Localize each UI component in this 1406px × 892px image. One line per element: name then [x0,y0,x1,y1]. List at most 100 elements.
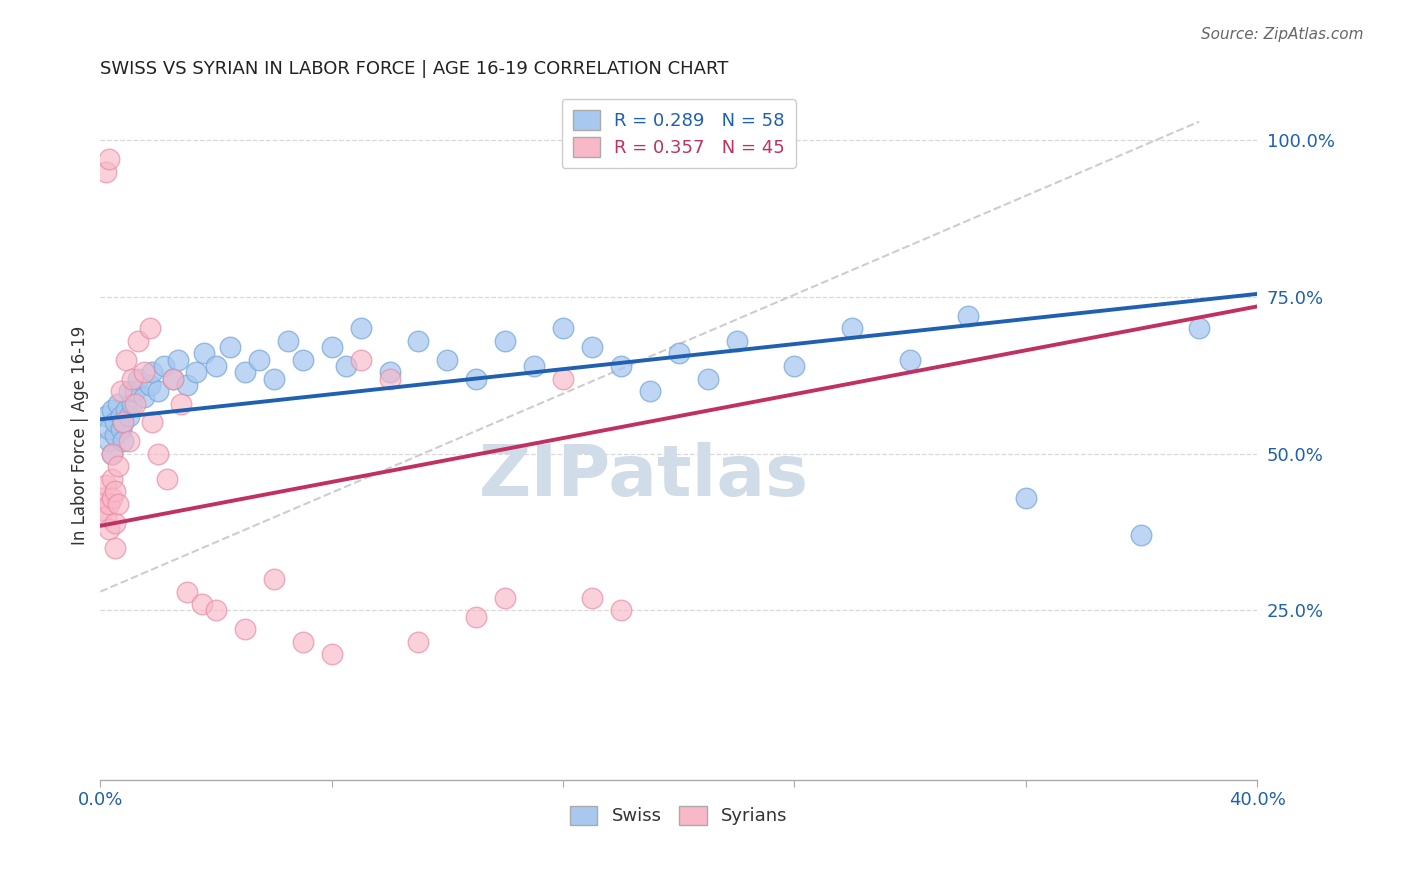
Point [1188,321,1211,335]
Point [205,359,228,373]
Point [247,352,270,367]
Point [115,402,138,417]
Point [124,384,146,398]
Point [98,434,121,449]
Point [156,472,179,486]
Point [321,647,343,661]
Point [148,447,170,461]
Point [153,359,176,373]
Point [107,459,129,474]
Point [118,409,141,424]
Point [118,434,141,449]
Point [104,416,127,430]
Point [104,516,127,530]
Point [127,334,149,348]
Point [112,434,135,449]
Point [132,365,155,379]
Point [291,352,314,367]
Point [101,447,124,461]
Point [127,371,149,385]
Point [349,321,371,335]
Point [176,377,198,392]
Point [378,365,401,379]
Text: ZIPatlas: ZIPatlas [479,442,808,511]
Point [1130,528,1153,542]
Point [638,384,661,398]
Text: Source: ZipAtlas.com: Source: ZipAtlas.com [1201,27,1364,42]
Point [94,509,117,524]
Point [101,447,124,461]
Point [138,321,160,335]
Point [408,334,430,348]
Point [898,352,921,367]
Point [110,384,132,398]
Point [436,352,458,367]
Point [94,478,117,492]
Point [94,165,117,179]
Point [141,365,163,379]
Point [581,591,603,605]
Point [118,384,141,398]
Point [321,340,343,354]
Point [98,422,121,436]
Text: SWISS VS SYRIAN IN LABOR FORCE | AGE 16-19 CORRELATION CHART: SWISS VS SYRIAN IN LABOR FORCE | AGE 16-… [100,60,728,78]
Point [148,384,170,398]
Point [110,409,132,424]
Point [277,334,299,348]
Point [170,396,193,410]
Point [193,346,215,360]
Legend: Swiss, Syrians: Swiss, Syrians [562,798,794,832]
Point [408,634,430,648]
Point [107,497,129,511]
Point [696,371,718,385]
Point [233,622,256,636]
Point [107,396,129,410]
Point [104,484,127,499]
Point [115,352,138,367]
Point [610,603,633,617]
Point [349,352,371,367]
Point [121,396,143,410]
Point [101,472,124,486]
Point [124,396,146,410]
Point [184,365,207,379]
Point [523,359,546,373]
Point [205,603,228,617]
Point [783,359,806,373]
Point [1015,491,1038,505]
Point [581,340,603,354]
Point [465,609,488,624]
Point [610,359,633,373]
Point [112,416,135,430]
Point [335,359,357,373]
Point [98,497,121,511]
Point [132,390,155,404]
Point [494,591,516,605]
Point [378,371,401,385]
Point [101,402,124,417]
Point [141,416,163,430]
Point [104,541,127,555]
Point [162,371,184,385]
Point [551,321,574,335]
Point [956,309,979,323]
Point [138,377,160,392]
Point [219,340,242,354]
Point [494,334,516,348]
Point [465,371,488,385]
Point [291,634,314,648]
Point [190,597,212,611]
Point [725,334,748,348]
Point [841,321,863,335]
Point [91,503,114,517]
Point [101,491,124,505]
Point [94,409,117,424]
Point [551,371,574,385]
Point [98,152,121,166]
Point [91,491,114,505]
Point [112,416,135,430]
Point [98,522,121,536]
Point [162,371,184,385]
Point [233,365,256,379]
Point [110,422,132,436]
